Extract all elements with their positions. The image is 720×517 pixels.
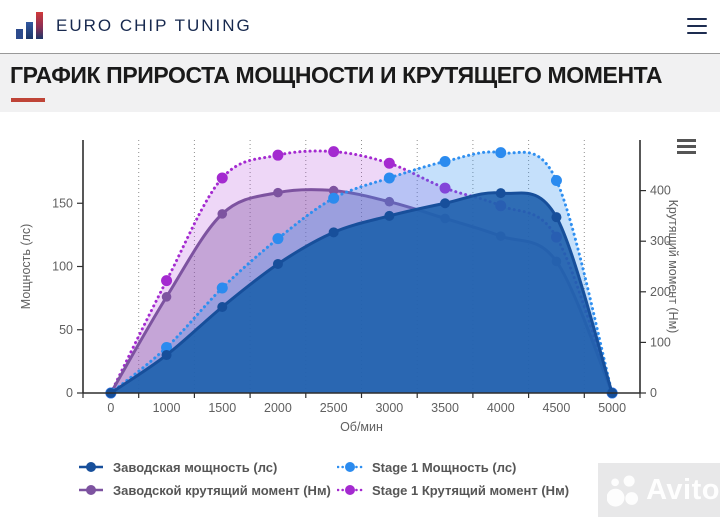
hamburger-menu-button[interactable] <box>687 18 707 34</box>
y-axis-right-tick-label: 100 <box>650 335 671 349</box>
series-line <box>109 149 614 395</box>
x-axis-label: 5000 <box>598 401 626 415</box>
legend-item-stage1_torque[interactable]: Stage 1 Крутящий момент (Нм) <box>337 480 569 500</box>
x-axis-label: 4000 <box>487 401 515 415</box>
y-axis-left-tick-label: 150 <box>52 196 73 210</box>
avito-watermark-text: Avito <box>646 473 720 506</box>
y-axis-right-tick-label: 400 <box>650 184 671 198</box>
brand-name: EURO CHIP TUNING <box>56 16 252 35</box>
data-point[interactable] <box>328 192 340 204</box>
legend-item-stage1_power[interactable]: Stage 1 Мощность (лс) <box>337 457 569 477</box>
data-point[interactable] <box>272 258 283 269</box>
data-point[interactable] <box>383 172 395 184</box>
y-axis-left-tick-label: 50 <box>59 323 73 337</box>
legend-marker-icon <box>337 462 363 472</box>
legend-marker-icon <box>337 485 363 495</box>
data-point[interactable] <box>272 233 284 245</box>
legend-marker-icon <box>79 485 103 495</box>
data-point[interactable] <box>495 147 507 159</box>
legend-item-label: Заводской крутящий момент (Нм) <box>113 482 331 498</box>
data-point[interactable] <box>216 282 228 294</box>
data-point[interactable] <box>495 188 506 199</box>
data-point[interactable] <box>217 209 228 219</box>
data-point[interactable] <box>161 275 173 287</box>
legend-item-label: Stage 1 Мощность (лс) <box>372 459 517 475</box>
x-axis-label: 3000 <box>375 401 403 415</box>
data-point[interactable] <box>439 156 451 168</box>
avito-logo-icon <box>607 475 639 507</box>
x-axis-label: 1000 <box>153 401 181 415</box>
data-point[interactable] <box>161 350 172 361</box>
y-axis-right-title: Крутящий момент (Нм) <box>666 200 680 334</box>
chart-panel: 0 1000 1500 2000 2500 3000 3500 4000 4500 5000 Об/… <box>0 112 720 517</box>
legend-item-factory_power[interactable]: Заводская мощность (лс) <box>78 457 337 477</box>
brand[interactable]: EURO CHIP TUNING <box>14 10 252 40</box>
y-axis-right-tick-label: 300 <box>650 234 671 248</box>
header: EURO CHIP TUNING <box>0 0 720 54</box>
x-axis-label: 2500 <box>320 401 348 415</box>
data-point[interactable] <box>439 182 451 194</box>
x-axis-title: Об/мин <box>340 420 383 434</box>
x-axis-label: 1500 <box>208 401 236 415</box>
page-title: ГРАФИК ПРИРОСТА МОЩНОСТИ И КРУТЯЩЕГО МОМ… <box>10 62 663 88</box>
brand-logo-icon <box>16 12 43 39</box>
data-point[interactable] <box>328 146 340 158</box>
data-point[interactable] <box>161 292 172 302</box>
legend-item-label: Stage 1 Крутящий момент (Нм) <box>372 482 570 498</box>
data-point[interactable] <box>328 185 339 196</box>
chart-context-menu-button[interactable] <box>677 139 696 154</box>
data-point[interactable] <box>440 198 451 209</box>
data-point[interactable] <box>550 174 562 186</box>
data-point[interactable] <box>383 157 395 169</box>
y-axis-left-tick-label: 0 <box>66 386 73 400</box>
y-axis-right-tick-label: 0 <box>650 386 657 400</box>
data-point[interactable] <box>272 149 284 161</box>
legend-item-factory_torque[interactable]: Заводской крутящий момент (Нм) <box>78 480 337 500</box>
series-area <box>110 192 613 393</box>
data-point[interactable] <box>273 187 283 198</box>
title-accent-underline <box>11 98 45 102</box>
legend-item-label: Заводская мощность (лс) <box>113 459 278 475</box>
data-point[interactable] <box>551 212 562 223</box>
x-axis-label: 0 <box>107 401 114 415</box>
avito-watermark: Avito <box>598 463 720 517</box>
legend-marker-icon <box>79 462 103 472</box>
y-axis-left-title: Мощность (лс) <box>19 224 33 309</box>
chart-legend: Заводская мощность (лс) Stage 1 Мощность … <box>78 457 569 500</box>
x-axis-label: 2000 <box>264 401 292 415</box>
x-axis-label: 3500 <box>431 401 459 415</box>
y-axis-right-tick-label: 200 <box>650 285 671 299</box>
data-point[interactable] <box>161 341 173 353</box>
chart-menu-icon <box>677 139 696 142</box>
chart-svg: 0 1000 1500 2000 2500 3000 3500 4000 4500 5000Об/… <box>19 140 680 434</box>
data-point[interactable] <box>217 301 228 312</box>
x-axis-label: 4500 <box>543 401 571 415</box>
y-axis-left-tick-label: 100 <box>52 260 73 274</box>
data-point[interactable] <box>384 196 395 207</box>
data-point[interactable] <box>216 172 228 184</box>
title-band: ГРАФИК ПРИРОСТА МОЩНОСТИ И КРУТЯЩЕГО МОМ… <box>0 54 720 112</box>
data-point[interactable] <box>328 227 339 238</box>
data-point[interactable] <box>384 210 395 221</box>
hamburger-icon <box>687 18 707 21</box>
